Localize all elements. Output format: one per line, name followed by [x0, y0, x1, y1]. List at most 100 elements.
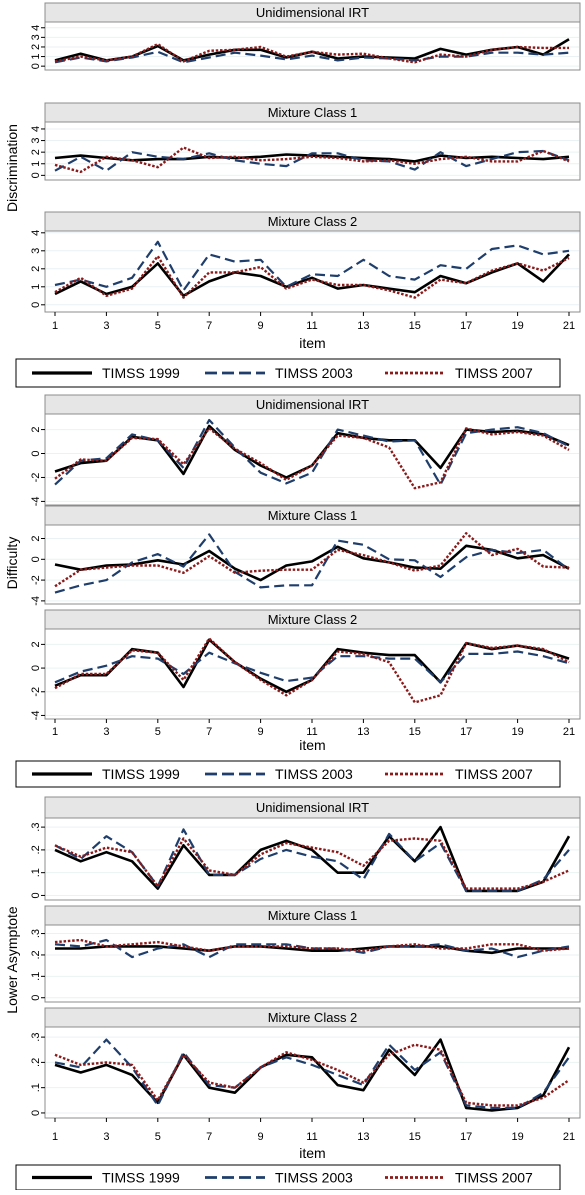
legend: TIMSS 1999 TIMSS 2003 TIMSS 2007 [15, 760, 561, 788]
series-line-1 [54, 1038, 571, 1112]
y-tick-label: -4 [30, 711, 42, 721]
series-line-2 [54, 1038, 570, 1110]
legend: TIMSS 1999 TIMSS 2003 TIMSS 2007 [15, 1164, 561, 1191]
x-tick-label: 19 [511, 726, 523, 738]
x-tick-label: 13 [357, 1131, 369, 1143]
y-tick-label: .3 [30, 1033, 42, 1042]
series-line-3 [54, 1043, 570, 1107]
x-tick-label: 7 [206, 726, 212, 738]
y-tick-label: 2 [30, 427, 42, 433]
y-axis-label: Discrimination [4, 124, 20, 212]
x-axis-label: item [299, 1145, 325, 1161]
panel-1-1: Unidimensional IRT 0 1 2 3 4 [30, 2, 581, 71]
y-tick-label: .1 [30, 868, 42, 877]
y-tick-label: .3 [30, 823, 42, 832]
y-tick-label: -2 [30, 687, 42, 697]
series-line-1 [55, 945, 569, 955]
y-tick-label: .1 [30, 1083, 42, 1092]
x-tick-label: 17 [460, 320, 472, 332]
series-line-2 [54, 50, 570, 64]
panel-3-2: Mixture Class 1 0 .1 .2 .3 [30, 905, 581, 1003]
plot-area [44, 21, 581, 71]
series-line-3 [54, 42, 569, 64]
x-tick-label: 17 [460, 1131, 472, 1143]
y-tick-label: .2 [30, 845, 42, 854]
panel-3-3: Mixture Class 2 0 .1 .2 .3 [30, 1007, 581, 1119]
series-line-2 [54, 149, 570, 172]
x-tick-label: 7 [206, 320, 212, 332]
x-tick-label: 21 [563, 726, 575, 738]
x-tick-label: 9 [258, 320, 264, 332]
series-line-2 [54, 650, 570, 684]
y-axis-label: Difficulty [4, 537, 20, 590]
x-tick-label: 3 [103, 1131, 109, 1143]
x-tick-label: 15 [409, 320, 421, 332]
panel-title: Mixture Class 2 [268, 214, 358, 229]
y-tick-label: 4 [30, 25, 42, 31]
panel-3-1: Unidimensional IRT 0 .1 .2 .3 [30, 796, 581, 901]
plot-area [44, 924, 581, 1003]
x-tick-label: 3 [103, 726, 109, 738]
series-line-3 [54, 637, 570, 704]
panel-title: Unidimensional IRT [256, 5, 369, 20]
y-tick-label: -2 [30, 575, 42, 585]
legend-label-1: TIMSS 1999 [102, 365, 180, 381]
y-tick-label: 1 [30, 53, 42, 59]
y-tick-label: -2 [30, 473, 42, 483]
x-tick-label: 17 [460, 726, 472, 738]
panel-1-3: Mixture Class 2 0 1 2 3 4 [30, 211, 581, 313]
series-line-1 [54, 825, 571, 893]
series-line-3 [54, 938, 570, 952]
panel-title: Mixture Class 1 [268, 908, 358, 923]
panel-title: Mixture Class 1 [268, 508, 358, 523]
x-tick-label: 5 [155, 1131, 161, 1143]
series-line-1 [54, 544, 570, 582]
x-tick-label: 1 [52, 320, 58, 332]
x-tick-label: 5 [155, 726, 161, 738]
y-tick-label: .1 [30, 972, 42, 981]
legend-label-1: TIMSS 1999 [102, 766, 180, 782]
y-tick-label: 4 [30, 126, 42, 132]
y-tick-label: 3 [30, 137, 42, 143]
series-line-2 [54, 240, 570, 292]
series-line-3 [54, 532, 570, 588]
series-line-3 [54, 427, 570, 490]
x-tick-label: 11 [306, 1131, 317, 1143]
series-line-2 [54, 533, 570, 594]
y-tick-label: 0 [30, 1110, 42, 1116]
y-tick-label: 1 [30, 161, 42, 167]
y-tick-label: 3 [30, 34, 42, 40]
x-tick-label: 21 [563, 1131, 575, 1143]
legend-label-2: TIMSS 2003 [275, 766, 353, 782]
y-tick-label: 0 [30, 172, 42, 178]
y-tick-label: 2 [30, 266, 42, 272]
plot-area [44, 1026, 581, 1119]
x-tick-label: 11 [306, 726, 317, 738]
y-tick-label: -4 [30, 596, 42, 606]
x-tick-label: 9 [258, 1131, 264, 1143]
legend-label-3: TIMSS 2007 [455, 365, 533, 381]
y-tick-label: 2 [30, 149, 42, 155]
panel-title: Unidimensional IRT [256, 397, 369, 412]
chart-1: Unidimensional IRT 0 1 2 3 4 Mixture Class 1 0 1… [4, 2, 581, 388]
y-tick-label: 0 [30, 665, 42, 671]
y-tick-label: 1 [30, 284, 42, 290]
y-tick-label: .3 [30, 929, 42, 938]
x-tick-label: 1 [52, 726, 58, 738]
series-line-1 [54, 153, 570, 163]
x-tick-label: 19 [511, 320, 523, 332]
y-tick-label: .2 [30, 950, 42, 959]
legend-box [15, 1164, 561, 1191]
x-tick-label: 13 [357, 726, 369, 738]
legend-box [15, 358, 561, 388]
y-tick-label: -4 [30, 497, 42, 507]
y-tick-label: 0 [30, 63, 42, 69]
x-tick-label: 13 [357, 320, 369, 332]
y-tick-label: 0 [30, 892, 42, 898]
x-tick-label: 15 [409, 726, 421, 738]
plot-area [44, 817, 581, 901]
panel-1-2: Mixture Class 1 0 1 2 3 4 [30, 102, 581, 181]
x-tick-label: 21 [563, 320, 575, 332]
panel-title: Unidimensional IRT [256, 800, 369, 815]
